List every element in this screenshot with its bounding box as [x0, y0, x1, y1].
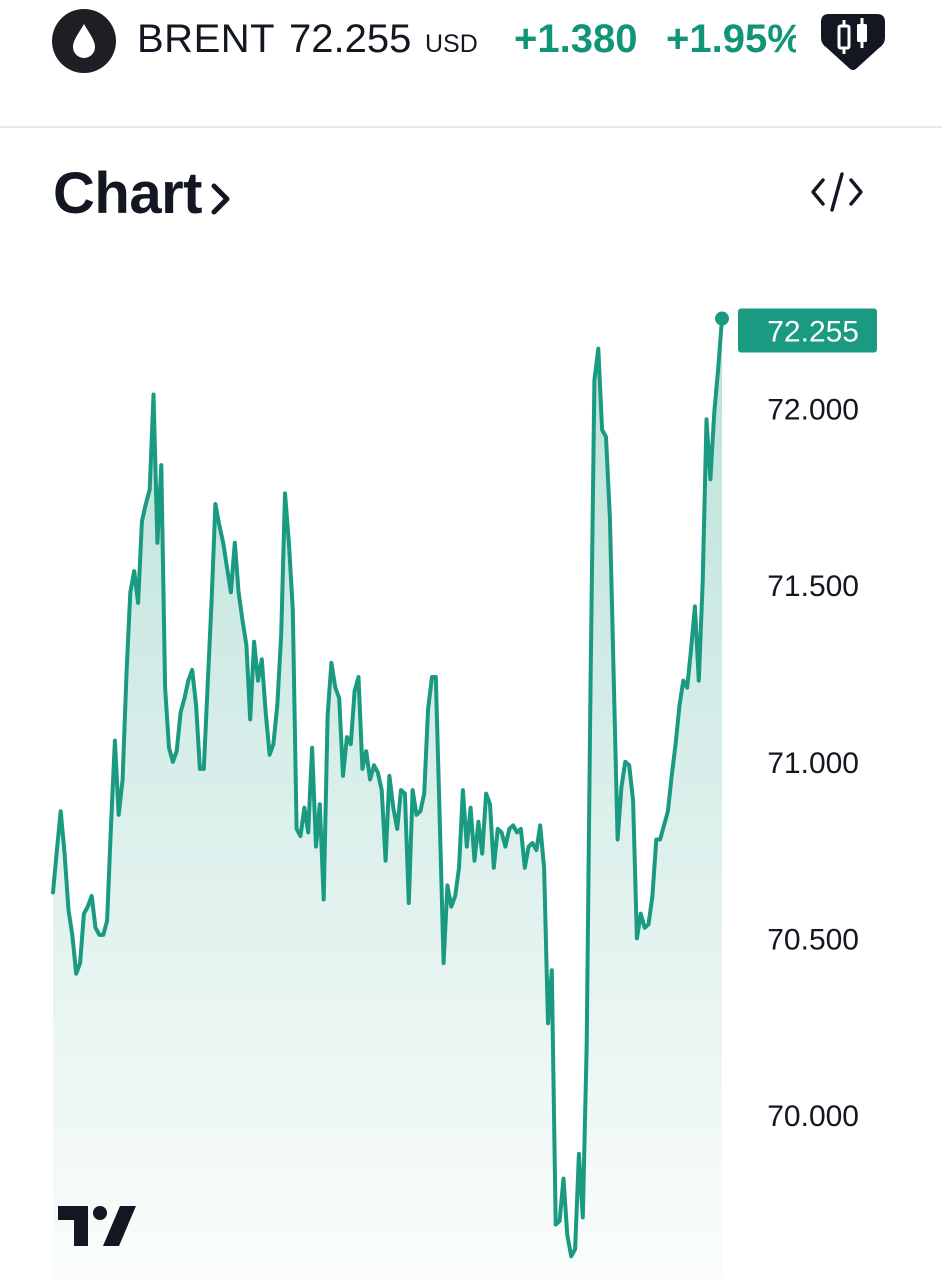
currency-label: USD: [425, 30, 478, 58]
price-chart[interactable]: 70.000 70.500 71.000 71.500 72.000 72.255: [0, 230, 942, 1280]
last-price-badge: [738, 308, 877, 353]
quote-header: BRENT 72.255 USD +1.380 +1.95%: [0, 0, 942, 127]
last-price-label: 72.255: [767, 316, 859, 349]
y-tick-label: 70.500: [767, 923, 859, 956]
header-divider: [0, 126, 942, 128]
chevron-right-icon: [211, 183, 230, 214]
y-tick-label: 70.000: [767, 1100, 859, 1133]
price-line: [51, 316, 724, 1259]
price-change: +1.380: [514, 17, 638, 61]
tradingview-logo: [58, 1206, 138, 1251]
section-title: Chart: [53, 161, 202, 226]
last-price-dot: [715, 311, 729, 326]
price-area-fill: [53, 318, 722, 1280]
y-tick-label: 71.000: [767, 747, 859, 780]
y-tick-label: 72.000: [767, 394, 859, 427]
y-tick-label: 71.500: [767, 570, 859, 603]
oil-drop-icon: [52, 9, 116, 73]
candlestick-icon[interactable]: [817, 12, 889, 74]
last-price-marker: 72.255: [715, 308, 877, 353]
price-change-percent: +1.95%: [666, 17, 796, 61]
y-axis: 70.000 70.500 71.000 71.500 72.000: [767, 394, 859, 1133]
chart-section-link[interactable]: Chart: [53, 160, 232, 227]
symbol-name: BRENT: [137, 17, 276, 61]
last-price: 72.255: [289, 17, 412, 61]
code-embed-icon[interactable]: [809, 168, 865, 216]
